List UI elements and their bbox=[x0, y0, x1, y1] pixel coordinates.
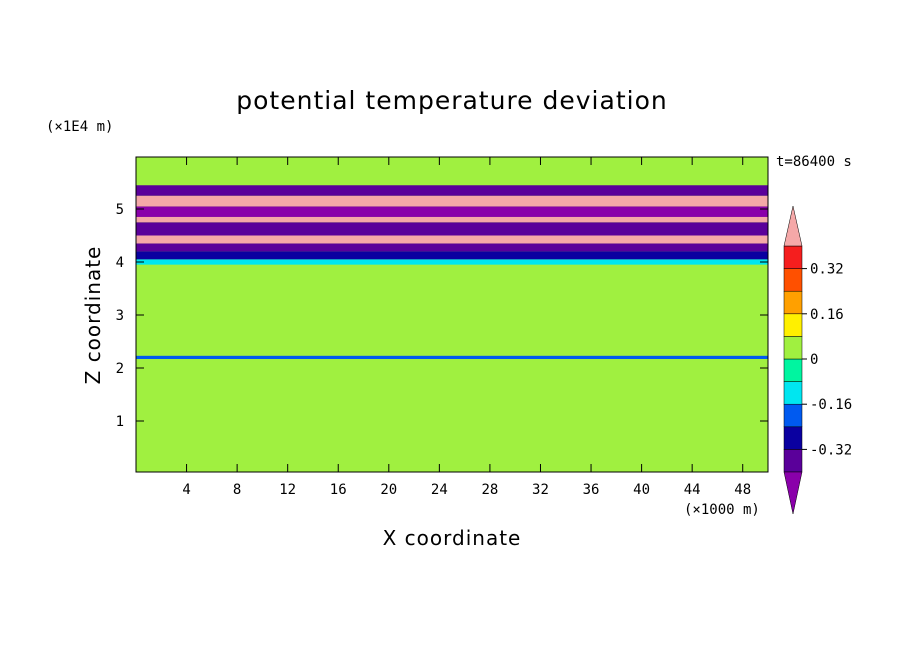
field-band bbox=[136, 259, 768, 265]
colorbar-under bbox=[783, 471, 803, 515]
x-tick-label: 12 bbox=[279, 482, 296, 498]
x-axis: 4 8 12 16 20 24 28 32 36 40 44 48 bbox=[182, 157, 751, 498]
field-band bbox=[136, 206, 768, 217]
x-tick-label: 48 bbox=[734, 482, 751, 498]
x-tick-label: 24 bbox=[431, 482, 448, 498]
x-tick-label: 44 bbox=[684, 482, 701, 498]
y-tick-label: 2 bbox=[116, 361, 124, 377]
field-band bbox=[136, 235, 768, 244]
colorbar-label: 0 bbox=[810, 352, 818, 368]
x-tick-label: 28 bbox=[481, 482, 498, 498]
colorbar-cell bbox=[783, 336, 803, 360]
field-band bbox=[136, 216, 768, 223]
field-band bbox=[136, 185, 768, 196]
x-axis-unit: (×1000 m) bbox=[684, 502, 760, 518]
field-band bbox=[136, 466, 768, 472]
field-band bbox=[136, 222, 768, 236]
colorbar-cell bbox=[783, 381, 803, 405]
field-band bbox=[136, 195, 768, 207]
colorbar-cell bbox=[783, 290, 803, 315]
colorbar-cell bbox=[783, 268, 803, 292]
colorbar-cell bbox=[783, 313, 803, 337]
field-band bbox=[136, 251, 768, 260]
field-band bbox=[136, 272, 768, 467]
y-tick-label: 4 bbox=[116, 255, 124, 271]
contour-field bbox=[136, 157, 768, 472]
x-axis-label: X coordinate bbox=[382, 526, 522, 550]
y-tick-label: 3 bbox=[116, 308, 124, 324]
colorbar-label: 0.32 bbox=[810, 262, 844, 278]
colorbar-label: 0.16 bbox=[810, 307, 844, 323]
x-tick-label: 4 bbox=[182, 482, 190, 498]
x-tick-label: 32 bbox=[532, 482, 549, 498]
y-axis: 1 2 3 4 5 bbox=[116, 202, 768, 430]
field-band bbox=[136, 355, 768, 359]
colorbar-label: -0.16 bbox=[810, 397, 852, 413]
x-tick-label: 8 bbox=[233, 482, 241, 498]
chart-title: potential temperature deviation bbox=[236, 86, 668, 115]
colorbar-over bbox=[783, 205, 803, 247]
y-tick-label: 5 bbox=[116, 202, 124, 218]
field-band bbox=[136, 243, 768, 252]
colorbar-cell bbox=[783, 449, 803, 473]
y-axis-unit: (×1E4 m) bbox=[46, 119, 114, 135]
field-band bbox=[136, 158, 768, 186]
colorbar-label: -0.32 bbox=[810, 442, 852, 458]
x-tick-label: 16 bbox=[330, 482, 347, 498]
colorbar-cell bbox=[783, 358, 803, 382]
colorbar-cell bbox=[783, 426, 803, 450]
colorbar: -0.32 -0.16 0 0.16 0.32 bbox=[783, 205, 852, 515]
x-tick-label: 40 bbox=[633, 482, 650, 498]
colorbar-cell bbox=[783, 245, 803, 269]
time-label: t=86400 s bbox=[776, 154, 852, 170]
x-tick-label: 20 bbox=[380, 482, 397, 498]
x-tick-label: 36 bbox=[583, 482, 600, 498]
colorbar-cell bbox=[783, 403, 803, 428]
y-tick-label: 1 bbox=[116, 414, 124, 430]
field-band bbox=[136, 264, 768, 273]
